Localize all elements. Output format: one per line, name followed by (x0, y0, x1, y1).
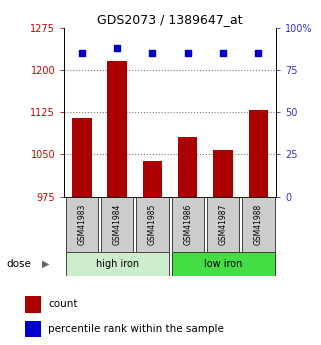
Bar (25, 321, 41, 337)
Bar (213, 150, 233, 197)
Text: count: count (48, 299, 78, 309)
FancyBboxPatch shape (65, 197, 98, 252)
Text: GSM41986: GSM41986 (183, 204, 192, 245)
Text: GSM41983: GSM41983 (77, 204, 86, 245)
FancyBboxPatch shape (65, 252, 169, 276)
Text: high iron: high iron (96, 259, 139, 269)
FancyBboxPatch shape (171, 252, 275, 276)
Title: GDS2073 / 1389647_at: GDS2073 / 1389647_at (97, 13, 243, 27)
Point (256, 50, 261, 56)
Text: GSM41984: GSM41984 (113, 204, 122, 245)
Point (185, 50, 190, 56)
FancyBboxPatch shape (207, 197, 239, 252)
Text: GSM41985: GSM41985 (148, 204, 157, 245)
Text: GSM41987: GSM41987 (219, 204, 228, 245)
FancyBboxPatch shape (101, 197, 134, 252)
Bar (72, 118, 91, 197)
Point (150, 50, 155, 56)
Text: dose: dose (6, 259, 31, 269)
Text: low iron: low iron (204, 259, 242, 269)
Bar (108, 61, 127, 197)
Point (115, 45, 120, 51)
Text: percentile rank within the sample: percentile rank within the sample (48, 324, 224, 334)
FancyBboxPatch shape (171, 197, 204, 252)
FancyBboxPatch shape (242, 197, 275, 252)
Point (221, 50, 226, 56)
Bar (249, 110, 268, 197)
Bar (25, 296, 41, 313)
FancyBboxPatch shape (136, 197, 169, 252)
Point (79, 50, 84, 56)
Bar (178, 137, 197, 197)
Text: ▶: ▶ (42, 259, 50, 269)
Text: GSM41988: GSM41988 (254, 204, 263, 245)
Bar (143, 161, 162, 197)
